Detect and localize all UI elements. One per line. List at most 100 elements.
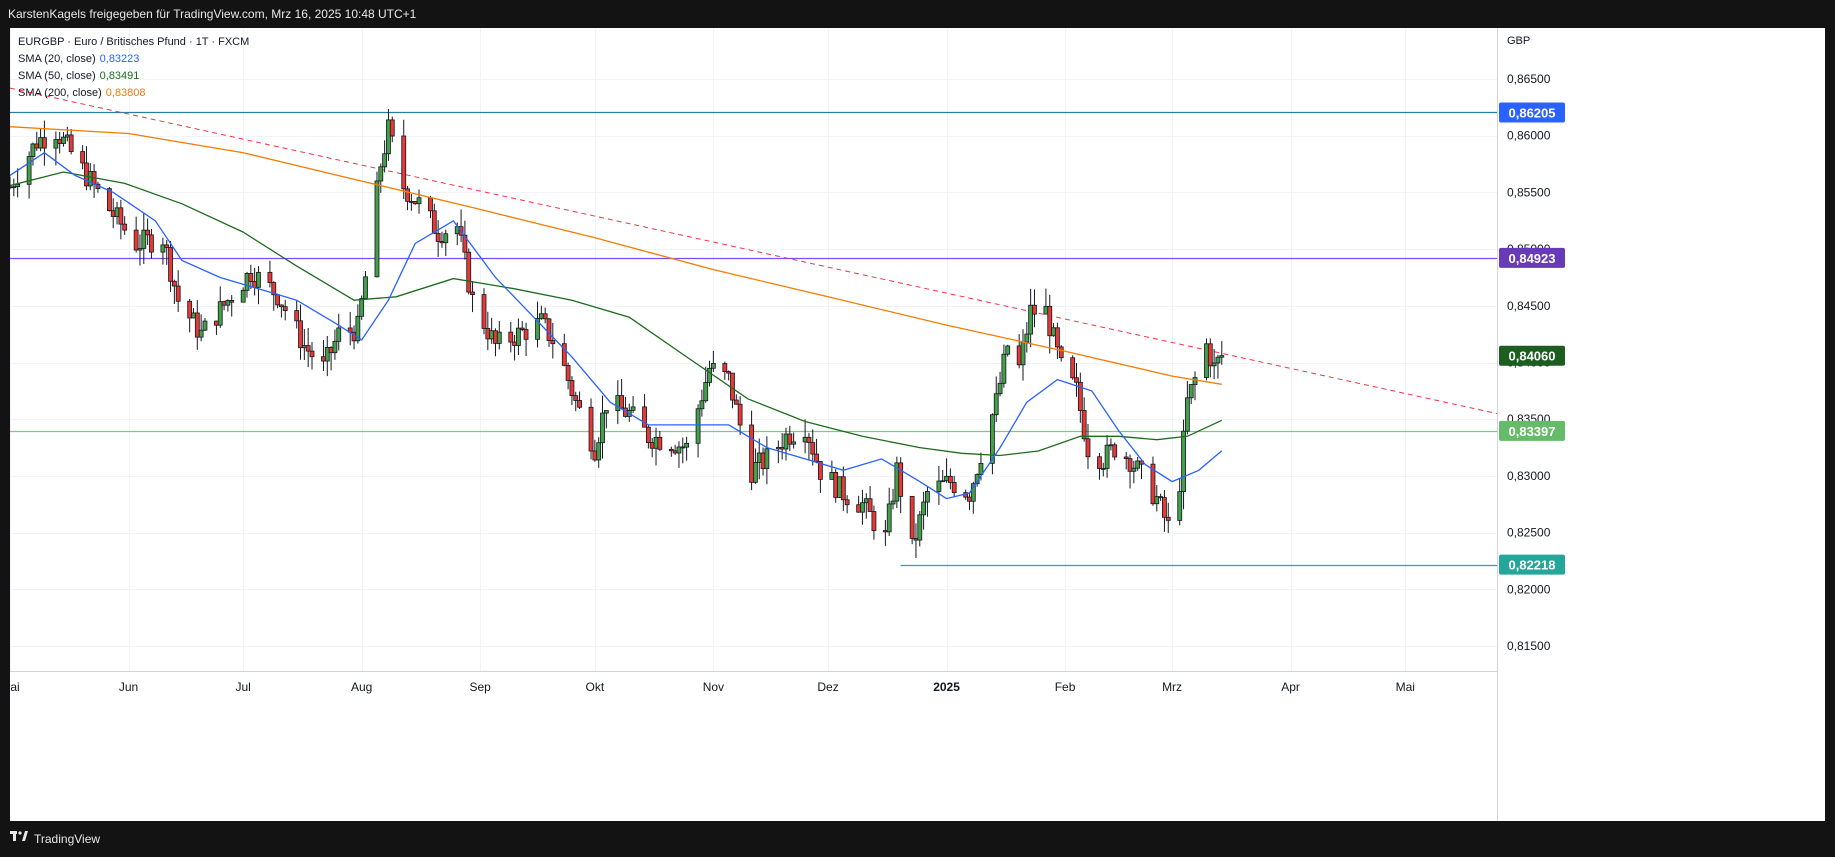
candle-body[interactable] — [256, 271, 261, 288]
candle-body[interactable] — [1165, 516, 1171, 521]
candle-body[interactable] — [240, 289, 246, 303]
candle-body[interactable] — [1051, 327, 1056, 337]
candle-body[interactable] — [84, 162, 89, 187]
candle-body[interactable] — [38, 137, 43, 149]
candle-body[interactable] — [1058, 346, 1064, 359]
candle-body[interactable] — [672, 450, 678, 454]
candle-body[interactable] — [535, 318, 540, 340]
candle-body[interactable] — [68, 134, 74, 152]
candle-body[interactable] — [1131, 467, 1137, 472]
candle-body[interactable] — [668, 448, 674, 452]
candle-body[interactable] — [814, 453, 819, 462]
candle-body[interactable] — [87, 171, 93, 187]
candle-body[interactable] — [787, 433, 793, 445]
candle-body[interactable] — [909, 495, 915, 539]
candle-body[interactable] — [1097, 456, 1102, 469]
candle-body[interactable] — [542, 313, 548, 320]
candle-body[interactable] — [133, 229, 139, 251]
candle-body[interactable] — [592, 450, 598, 461]
candle-body[interactable] — [806, 436, 812, 443]
candle-body[interactable] — [913, 538, 919, 541]
candle-body[interactable] — [1135, 460, 1141, 469]
candle-body[interactable] — [122, 223, 128, 231]
candle-body[interactable] — [217, 301, 223, 326]
candle-body[interactable] — [252, 281, 258, 288]
candle-body[interactable] — [749, 424, 754, 483]
candle-body[interactable] — [925, 491, 930, 503]
candle-body[interactable] — [26, 156, 32, 185]
candle-body[interactable] — [141, 229, 147, 249]
candle-body[interactable] — [1112, 444, 1118, 458]
candle-body[interactable] — [34, 143, 40, 149]
candle-body[interactable] — [863, 498, 869, 504]
candle-body[interactable] — [279, 304, 284, 308]
candle-body[interactable] — [1211, 362, 1217, 367]
candle-body[interactable] — [168, 247, 173, 282]
candle-body[interactable] — [80, 151, 86, 164]
candle-body[interactable] — [489, 330, 495, 340]
candle-body[interactable] — [1085, 438, 1091, 458]
candle-body[interactable] — [596, 442, 602, 461]
candle-body[interactable] — [194, 312, 200, 338]
candle-body[interactable] — [389, 119, 395, 137]
candle-body[interactable] — [1123, 456, 1129, 460]
candle-body[interactable] — [1032, 304, 1037, 315]
candle-body[interactable] — [405, 188, 410, 202]
candle-body[interactable] — [840, 476, 846, 501]
candle-body[interactable] — [416, 197, 422, 205]
candle-body[interactable] — [386, 119, 391, 155]
candle-body[interactable] — [512, 341, 517, 346]
candle-body[interactable] — [947, 475, 953, 483]
candle-body[interactable] — [359, 298, 365, 317]
candle-body[interactable] — [569, 380, 575, 397]
candle-body[interactable] — [298, 320, 303, 349]
candle-body[interactable] — [1192, 377, 1198, 385]
candle-body[interactable] — [516, 327, 521, 346]
candle-body[interactable] — [680, 446, 686, 449]
candle-body[interactable] — [882, 530, 888, 533]
candle-body[interactable] — [844, 499, 850, 506]
candle-body[interactable] — [871, 511, 877, 531]
candle-body[interactable] — [229, 300, 235, 303]
candle-body[interactable] — [61, 136, 66, 144]
legend-sma20[interactable]: SMA (20, close) 0,83223 — [18, 51, 249, 68]
currency-label[interactable]: GBP — [1507, 35, 1530, 47]
candle-body[interactable] — [645, 426, 651, 444]
candle-body[interactable] — [1108, 444, 1114, 447]
candle-body[interactable] — [917, 514, 923, 541]
chart-area[interactable]: 0,865000,860000,855000,850000,845000,840… — [10, 28, 1825, 821]
candle-body[interactable] — [1219, 355, 1225, 358]
candle-body[interactable] — [703, 382, 709, 402]
candle-body[interactable] — [810, 442, 816, 455]
candle-body[interactable] — [837, 476, 842, 498]
candle-body[interactable] — [1177, 491, 1183, 521]
candle-body[interactable] — [890, 500, 896, 505]
candle-body[interactable] — [802, 436, 808, 443]
candle-body[interactable] — [936, 480, 942, 492]
candle-body[interactable] — [829, 472, 835, 480]
candle-body[interactable] — [187, 300, 193, 319]
candle-body[interactable] — [363, 276, 368, 299]
candle-body[interactable] — [110, 210, 116, 217]
candle-body[interactable] — [1016, 345, 1022, 366]
candle-body[interactable] — [267, 271, 273, 284]
candle-body[interactable] — [867, 498, 873, 512]
candle-body[interactable] — [573, 395, 579, 401]
candle-body[interactable] — [1204, 343, 1209, 378]
candle-body[interactable] — [1054, 327, 1060, 348]
candle-body[interactable] — [324, 347, 330, 362]
candle-body[interactable] — [175, 285, 181, 302]
candle-body[interactable] — [630, 406, 636, 411]
candle-body[interactable] — [481, 294, 487, 329]
candle-body[interactable] — [1104, 444, 1110, 469]
candle-body[interactable] — [1077, 381, 1083, 411]
candle-body[interactable] — [817, 461, 823, 480]
candle-body[interactable] — [336, 327, 342, 342]
candle-body[interactable] — [225, 300, 231, 306]
candle-body[interactable] — [118, 207, 124, 225]
candle-body[interactable] — [171, 280, 177, 287]
candle-body[interactable] — [753, 462, 758, 483]
candle-body[interactable] — [978, 462, 984, 475]
candle-body[interactable] — [546, 318, 552, 341]
candle-body[interactable] — [1162, 497, 1167, 518]
